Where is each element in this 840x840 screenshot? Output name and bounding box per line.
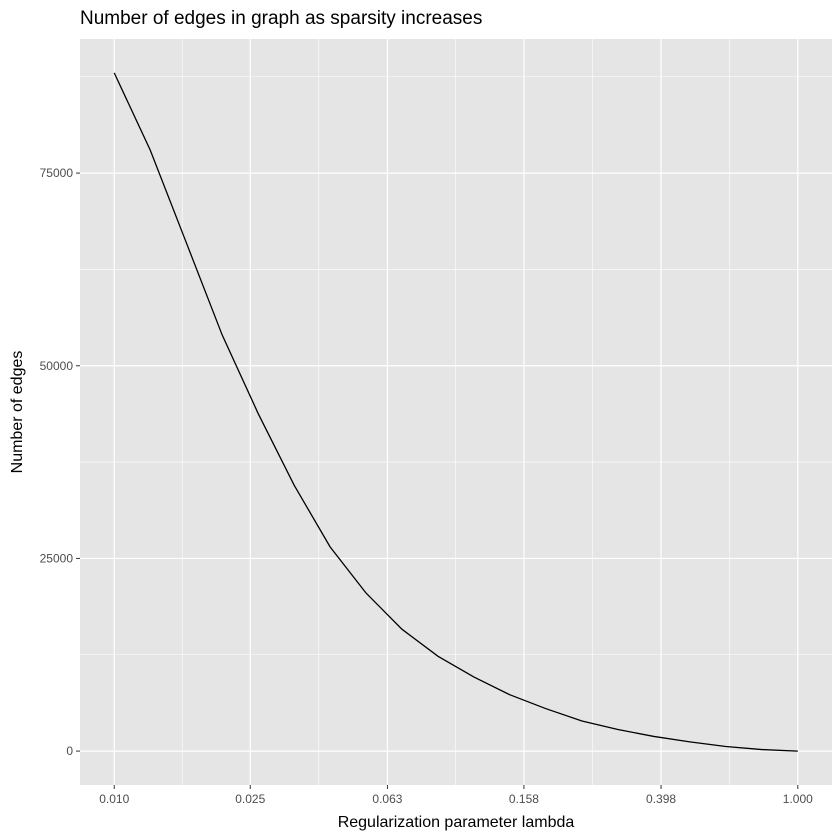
plot-panel: [80, 39, 832, 785]
series-line: [113, 72, 798, 752]
x-tick-label: 0.398: [646, 792, 676, 806]
x-tick-label: 0.010: [99, 792, 129, 806]
y-axis: 0 25000 50000 75000: [40, 166, 80, 758]
x-axis-title: Regularization parameter lambda: [338, 814, 575, 831]
minor-grid: [80, 39, 832, 785]
x-tick-label: 0.063: [372, 792, 402, 806]
y-axis-title: Number of edges: [9, 351, 26, 474]
x-tick-label: 0.158: [509, 792, 539, 806]
y-tick-label: 75000: [40, 166, 74, 180]
y-tick-label: 0: [66, 744, 73, 758]
x-tick-label: 0.025: [235, 792, 265, 806]
y-tick-label: 25000: [40, 551, 74, 565]
major-grid: [80, 39, 832, 785]
chart-title: Number of edges in graph as sparsity inc…: [80, 8, 482, 29]
x-tick-label: 1.000: [783, 792, 813, 806]
y-tick-label: 50000: [40, 359, 74, 373]
x-axis: 0.010 0.025 0.063 0.158 0.398 1.000: [99, 785, 813, 806]
